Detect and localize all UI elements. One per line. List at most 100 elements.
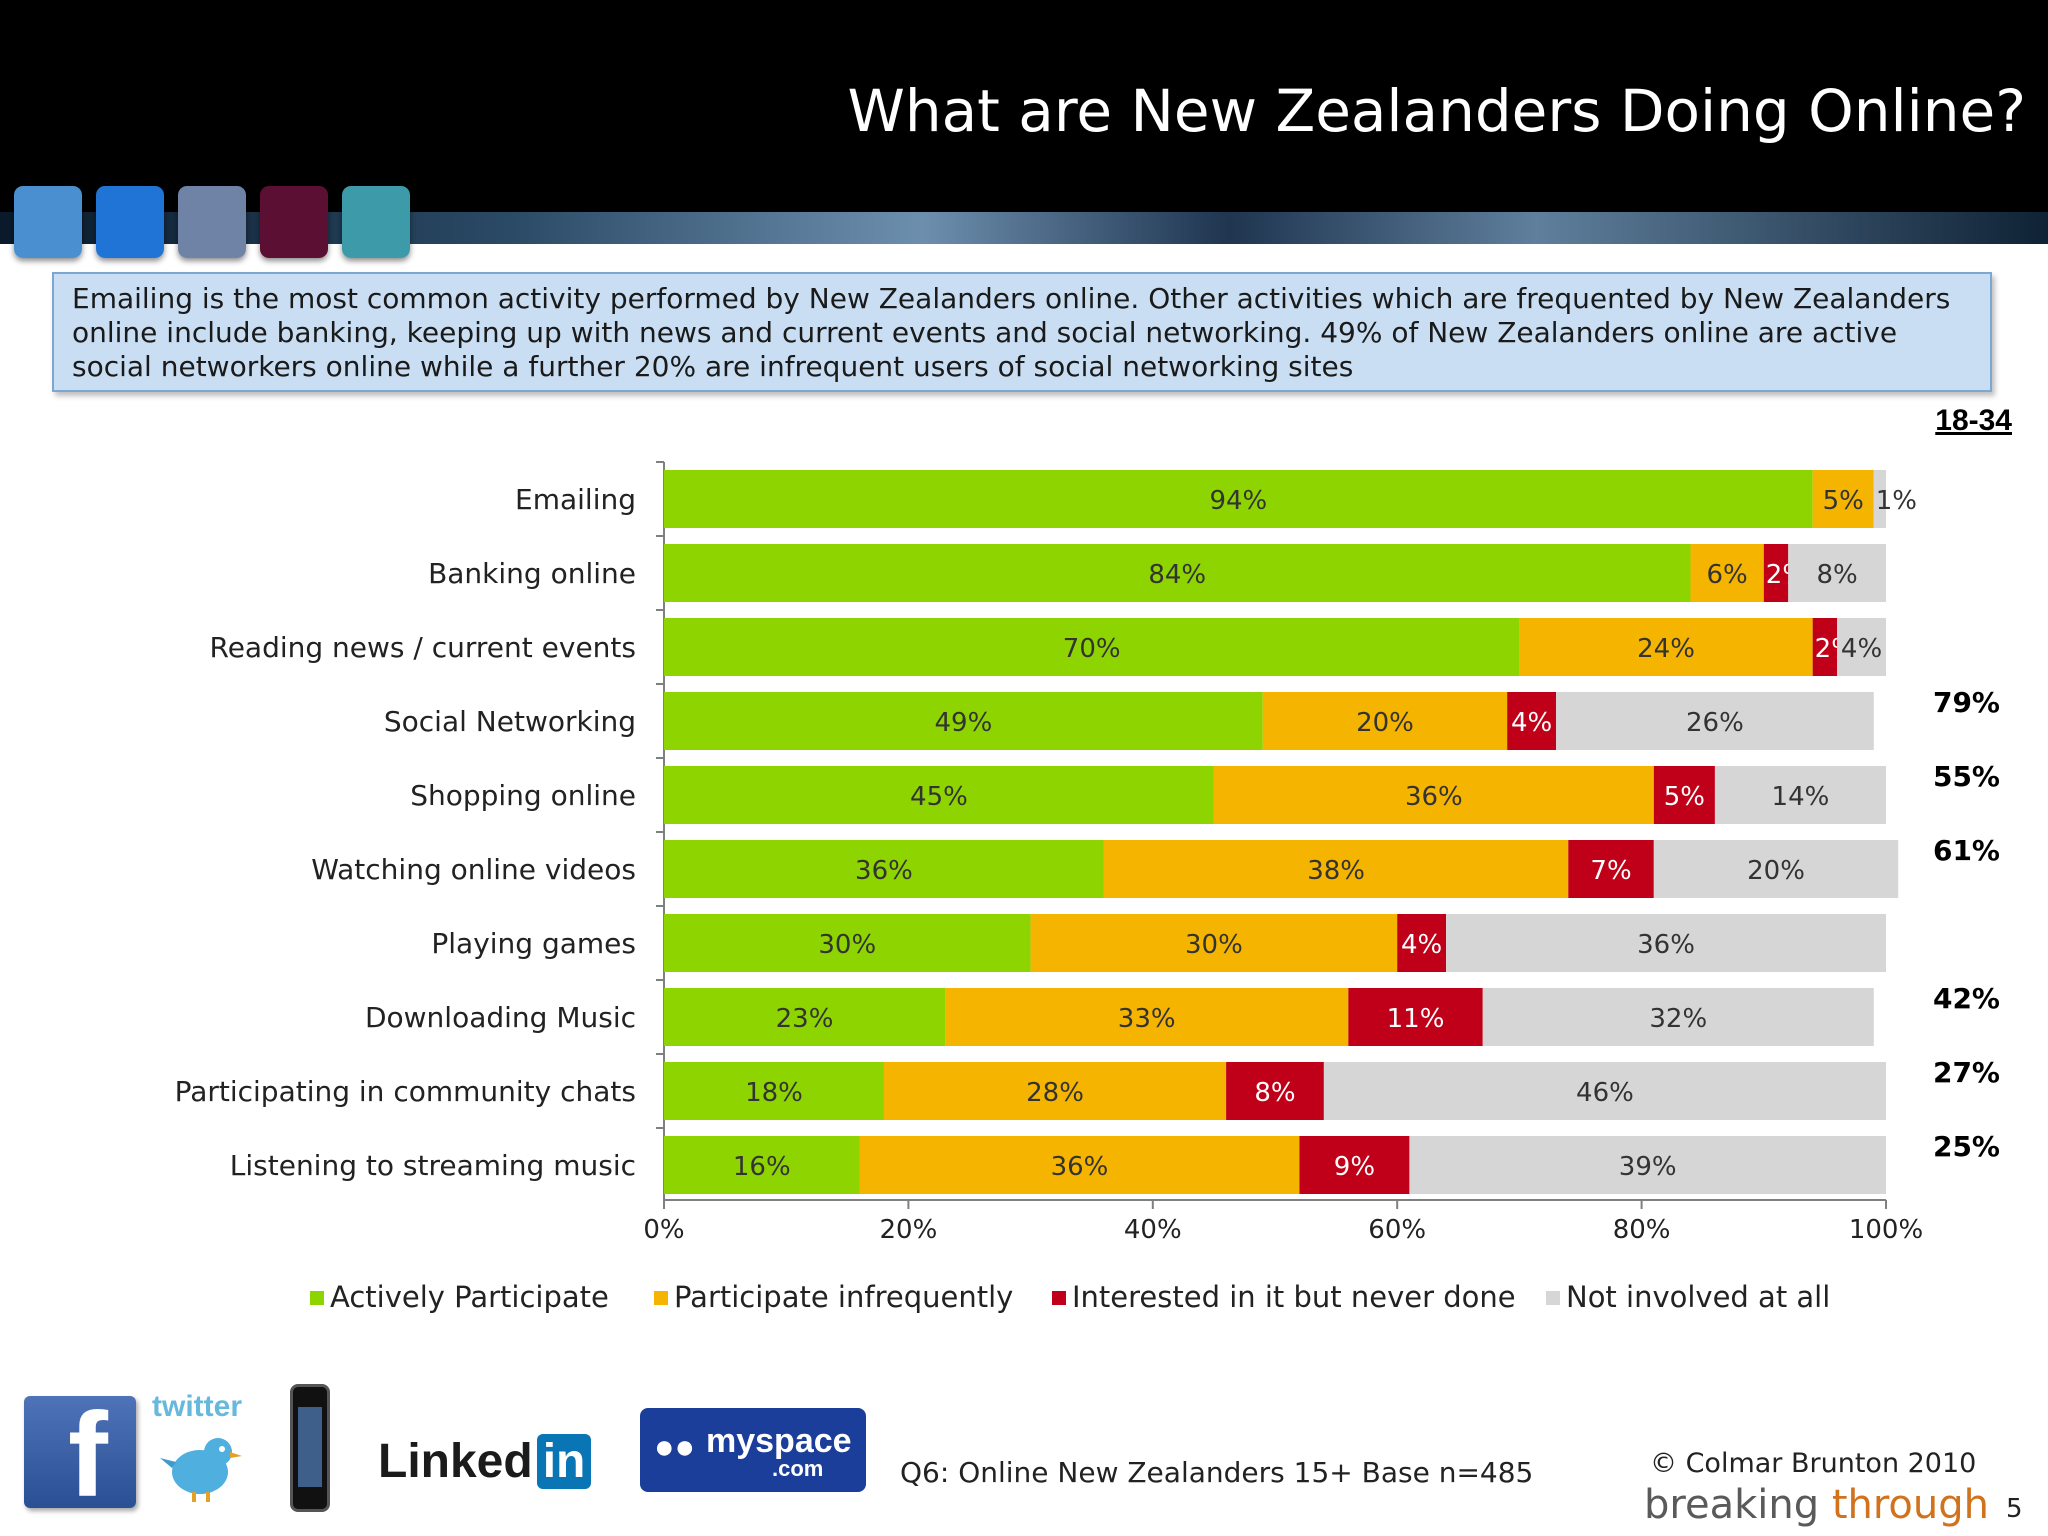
bar-value-label: 36% — [1051, 1152, 1109, 1182]
age-group-value: 55% — [1933, 760, 2000, 793]
bar-segment — [859, 1136, 1300, 1194]
bar-segment — [664, 544, 1691, 602]
stacked-bar-chart: 0% 20% 40% 60% 80% 100% Emailing 94% 5% 1% Banking… — [175, 461, 2000, 1245]
bar-segment — [1213, 766, 1654, 824]
bar-segment — [1873, 470, 1886, 528]
category-label: Social Networking — [384, 705, 636, 738]
category-label: Watching online videos — [311, 853, 636, 886]
category-label: Playing games — [431, 927, 636, 960]
category-label: Emailing — [515, 483, 636, 516]
decorative-tile-5 — [342, 186, 410, 258]
bar-value-label: 24% — [1637, 634, 1695, 664]
bar-value-label: 16% — [733, 1152, 791, 1182]
bar-value-label: 49% — [934, 708, 992, 738]
bar-value-label: 39% — [1619, 1152, 1677, 1182]
page-number: 5 — [2006, 1494, 2023, 1524]
legend-item: Participate infrequently — [654, 1280, 1013, 1314]
bar-segment — [1262, 692, 1508, 750]
bar-value-label: 32% — [1649, 1004, 1707, 1034]
x-tick-label: 100% — [1849, 1215, 1923, 1245]
bar-value-label: 28% — [1026, 1078, 1084, 1108]
age-group-value: 61% — [1933, 834, 2000, 867]
bar-segment — [664, 766, 1214, 824]
bar-segment — [1837, 618, 1886, 676]
bar-value-label: 30% — [1185, 930, 1243, 960]
bar-value-label: 18% — [745, 1078, 803, 1108]
bar-value-label: 9% — [1334, 1152, 1375, 1182]
copyright-notice: © Colmar Brunton 2010 — [1650, 1448, 1977, 1479]
legend-item: Actively Participate — [310, 1280, 609, 1314]
bar-value-label: 5% — [1664, 782, 1705, 812]
category-label: Downloading Music — [365, 1001, 636, 1034]
bar-segment — [1030, 914, 1398, 972]
bar-segment — [1103, 840, 1569, 898]
header-decorative-band — [0, 212, 2048, 244]
legend-label: Participate infrequently — [674, 1280, 1014, 1314]
twitter-bird-icon — [160, 1438, 242, 1502]
bar-value-label: 70% — [1063, 634, 1121, 664]
legend-item: Not involved at all — [1546, 1280, 1830, 1314]
legend-label: Actively Participate — [330, 1280, 609, 1314]
x-tick-label: 80% — [1613, 1215, 1671, 1245]
bar-value-label: 4% — [1511, 708, 1552, 738]
bar-value-label: 11% — [1387, 1004, 1445, 1034]
age-group-value: 42% — [1933, 982, 2000, 1015]
category-label: Reading news / current events — [210, 631, 637, 664]
chart-legend: Actively Participate Participate infreque… — [310, 1280, 1910, 1320]
category-label: Listening to streaming music — [230, 1149, 636, 1182]
bar-value-label: 94% — [1209, 486, 1267, 516]
bar-value-label: 33% — [1118, 1004, 1176, 1034]
bar-segment — [664, 840, 1104, 898]
x-tick-label: 20% — [880, 1215, 938, 1245]
bar-segment — [1397, 914, 1447, 972]
x-tick-label: 40% — [1124, 1215, 1182, 1245]
decorative-tile-2 — [96, 186, 164, 258]
bar-segment — [1714, 766, 1886, 824]
age-group-value: 27% — [1933, 1056, 2000, 1089]
legend-swatch — [1546, 1291, 1560, 1305]
bar-segment — [1788, 544, 1886, 602]
bar-value-label: 4% — [1401, 930, 1442, 960]
base-footnote: Q6: Online New Zealanders 15+ Base n=485 — [900, 1456, 1534, 1489]
x-tick-label: 60% — [1368, 1215, 1426, 1245]
brand-tagline: breaking through — [1644, 1482, 1989, 1528]
decorative-tile-1 — [14, 186, 82, 258]
decorative-tile-4 — [260, 186, 328, 258]
bar-segment — [664, 1136, 860, 1194]
linkedin-logo: Linked in — [378, 1434, 592, 1489]
bar-segment — [664, 1062, 884, 1120]
myspace-people-icon: ●● — [654, 1428, 696, 1466]
summary-callout: Emailing is the most common activity per… — [52, 272, 1992, 392]
bar-value-label: 36% — [1637, 930, 1695, 960]
bar-segment — [664, 914, 1031, 972]
bar-value-label: 7% — [1590, 856, 1631, 886]
bar-segment — [1348, 988, 1483, 1046]
social-logos: f twitter Linked in ●● myspace .com — [22, 1384, 872, 1520]
bar-segment — [1653, 766, 1715, 824]
bar-value-label: 23% — [776, 1004, 834, 1034]
bar-segment — [1323, 1062, 1886, 1120]
bar-segment — [945, 988, 1349, 1046]
bar-value-label: 36% — [855, 856, 913, 886]
bar-segment — [664, 618, 1520, 676]
summary-text: Emailing is the most common activity per… — [72, 282, 1951, 383]
bar-value-label: 14% — [1772, 782, 1830, 812]
page-title: What are New Zealanders Doing Online? — [847, 77, 2026, 145]
legend-swatch — [1052, 1291, 1066, 1305]
bar-segment — [1556, 692, 1874, 750]
bar-segment — [1507, 692, 1557, 750]
bar-segment — [1482, 988, 1874, 1046]
bar-value-label: 6% — [1707, 560, 1748, 590]
bar-value-label: 30% — [818, 930, 876, 960]
legend-item: Interested in it but never done — [1052, 1280, 1516, 1314]
myspace-logo: ●● myspace .com — [640, 1408, 866, 1492]
legend-label: Not involved at all — [1566, 1280, 1831, 1314]
bar-value-label: 20% — [1747, 856, 1805, 886]
twitter-wordmark: twitter — [152, 1390, 242, 1423]
bar-segment — [1812, 618, 1838, 676]
bar-segment — [1409, 1136, 1886, 1194]
bar-segment — [664, 470, 1813, 528]
facebook-logo-icon: f — [24, 1390, 136, 1520]
bar-value-label: 45% — [910, 782, 968, 812]
age-group-value: 25% — [1933, 1130, 2000, 1163]
